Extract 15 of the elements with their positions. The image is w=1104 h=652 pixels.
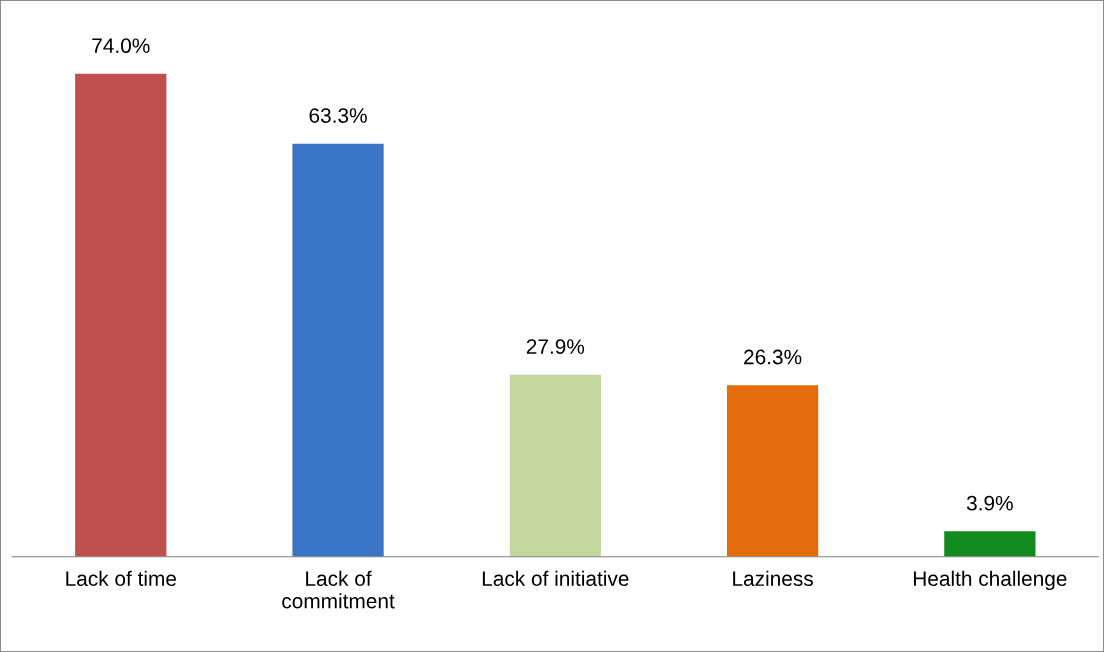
x-tick-label: Lack of time: [66, 570, 177, 586]
bar: [944, 531, 1036, 557]
data-label: 27.9%: [526, 339, 585, 354]
data-label: 63.3%: [309, 108, 367, 123]
data-label: 3.9%: [966, 495, 1013, 511]
bar: [726, 385, 819, 557]
data-label: 74.0%: [92, 38, 150, 54]
x-tick-label: Health challenge: [913, 570, 1067, 591]
bar: [292, 143, 384, 557]
x-tick-label: Laziness: [733, 570, 813, 586]
data-label: 26.3%: [744, 349, 802, 365]
bar: [75, 73, 167, 557]
bar: [509, 374, 601, 557]
x-tick-label: Lack of commitment: [282, 570, 395, 609]
x-tick-label: Lack of initiative: [482, 570, 629, 586]
